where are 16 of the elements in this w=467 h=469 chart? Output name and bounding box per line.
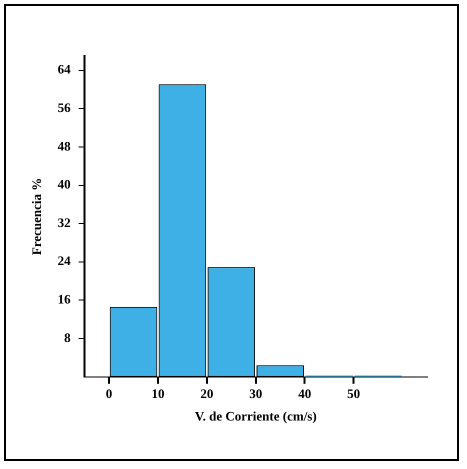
y-tick-label: 64 bbox=[58, 62, 72, 77]
x-axis-title: V. de Corriente (cm/s) bbox=[194, 408, 317, 424]
y-tick-label: 24 bbox=[58, 253, 72, 268]
y-tick-label: 40 bbox=[58, 176, 71, 192]
y-tick-label: 32 bbox=[58, 214, 71, 230]
y-axis-title: Frecuencia % bbox=[29, 178, 44, 256]
y-tick-label: 48 bbox=[58, 138, 72, 154]
x-tick-label: 10 bbox=[151, 386, 164, 401]
x-tick-label: 50 bbox=[347, 386, 360, 401]
x-tick-label: 0 bbox=[106, 386, 112, 401]
x-tick-label: 20 bbox=[200, 386, 214, 401]
y-tick-label: 56 bbox=[58, 100, 72, 116]
x-tick-label: 30 bbox=[249, 386, 262, 401]
x-tick-label: 40 bbox=[298, 386, 312, 401]
y-tick-label: 8 bbox=[64, 330, 72, 345]
y-tick-label: 16 bbox=[58, 292, 72, 307]
